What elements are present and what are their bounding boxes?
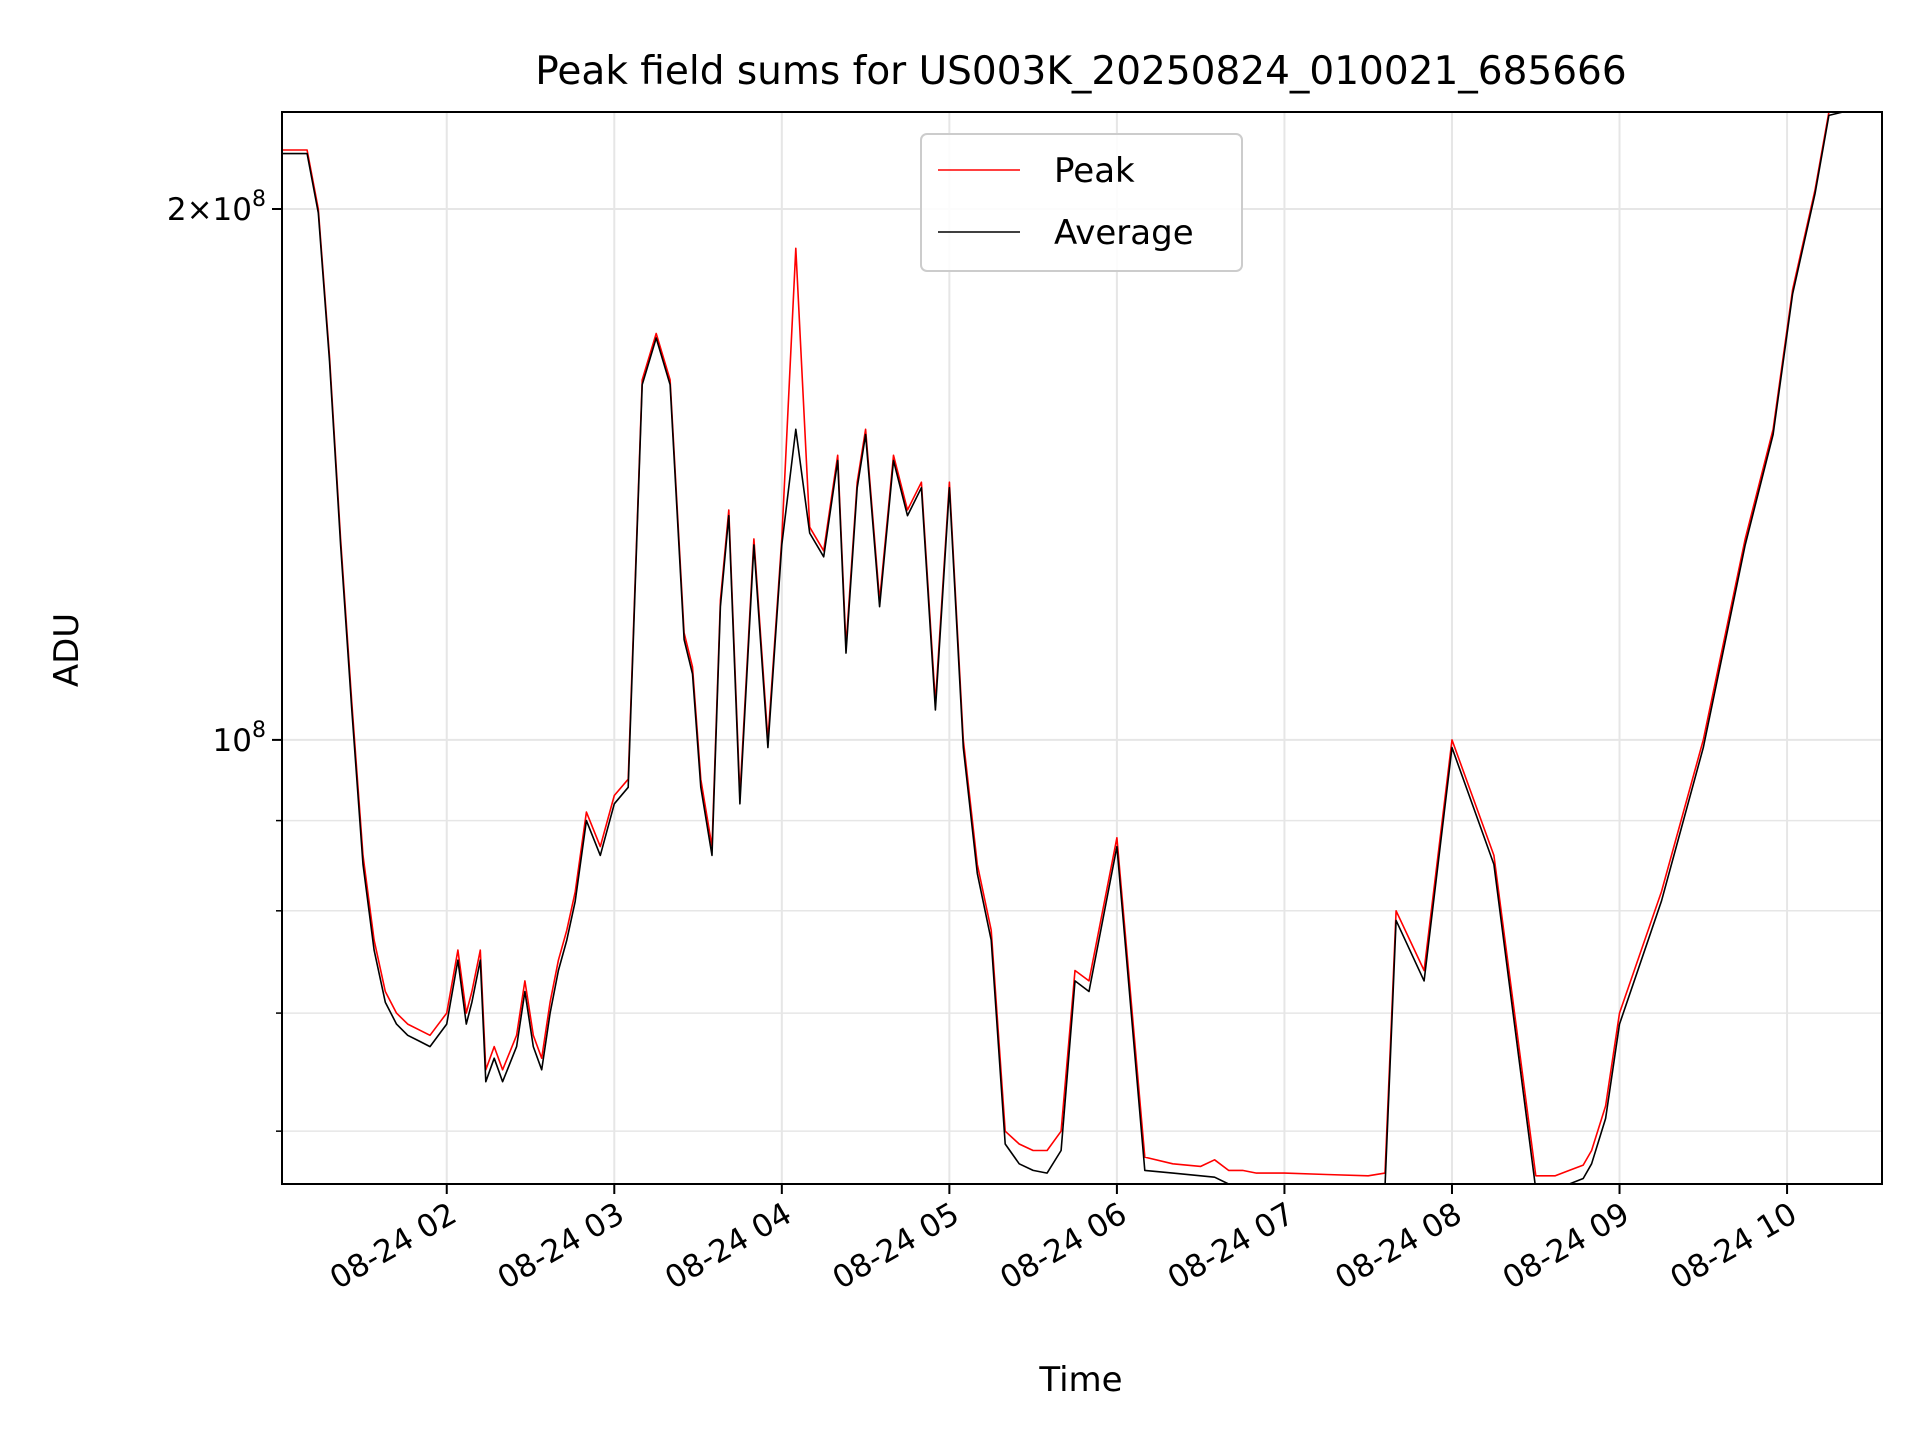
x-axis-label: Time: [1038, 1360, 1122, 1400]
series-layer: [282, 112, 1882, 1184]
y-tick-label: 2×108: [167, 187, 266, 228]
y-tick-label: 108: [213, 718, 266, 759]
series-line-average: [282, 112, 1882, 1184]
plot-frame: [281, 111, 1883, 1185]
legend-box: [920, 133, 1243, 272]
legend-label-average: Average: [1054, 213, 1194, 253]
series-line-peak: [282, 112, 1882, 1177]
legend-label-peak: Peak: [1054, 151, 1135, 191]
chart-title: Peak field sums for US003K_20250824_0100…: [535, 49, 1626, 94]
legend: Peak Average: [920, 133, 1243, 272]
y-axis: 108 2×108: [167, 187, 282, 1132]
y-axis-label: ADU: [47, 613, 87, 687]
